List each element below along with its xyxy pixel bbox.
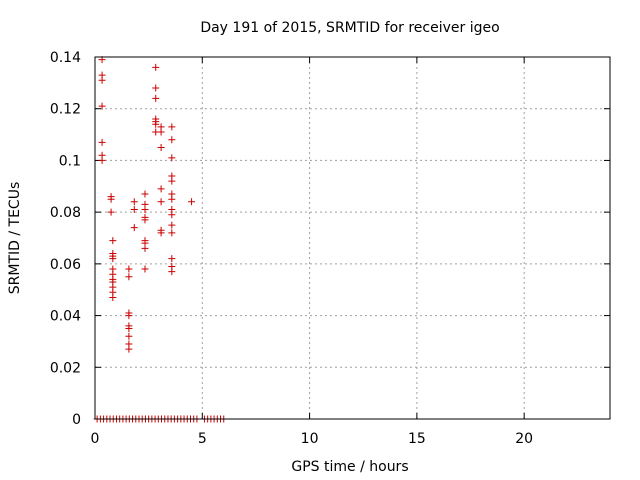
data-point xyxy=(141,206,149,214)
data-point xyxy=(107,208,115,216)
data-point xyxy=(130,206,138,214)
data-point xyxy=(152,84,160,92)
grid-lines xyxy=(95,57,610,419)
data-point xyxy=(125,332,133,340)
data-point xyxy=(168,154,176,162)
x-tick-label: 20 xyxy=(515,431,533,447)
data-point xyxy=(98,102,106,110)
data-point xyxy=(157,185,165,193)
data-point xyxy=(168,221,176,229)
data-point xyxy=(130,198,138,206)
y-tick-label: 0 xyxy=(72,412,81,428)
data-point xyxy=(141,216,149,224)
x-tick-label: 10 xyxy=(301,431,319,447)
data-point xyxy=(157,128,165,136)
data-point xyxy=(168,255,176,263)
data-point xyxy=(152,120,160,128)
data-point xyxy=(98,138,106,146)
data-point xyxy=(168,123,176,131)
data-point xyxy=(98,76,106,84)
data-point xyxy=(168,177,176,185)
data-point xyxy=(168,268,176,276)
data-point xyxy=(157,229,165,237)
data-point xyxy=(152,94,160,102)
y-tick-label: 0.04 xyxy=(50,309,81,325)
data-point xyxy=(157,144,165,151)
data-point xyxy=(109,255,117,263)
data-point xyxy=(141,265,149,273)
data-point xyxy=(125,312,133,320)
data-point xyxy=(168,211,176,219)
y-tick-label: 0.02 xyxy=(50,360,81,376)
plot-frame xyxy=(94,56,611,420)
x-tick-label: 0 xyxy=(91,431,100,447)
tick-labels: 0 5 10 15 20 0 0.02 0.04 0.06 0.08 0.1 0.12 0.14 xyxy=(50,50,533,447)
x-tick-label: 15 xyxy=(408,431,426,447)
data-point xyxy=(168,136,176,144)
data-point xyxy=(188,198,196,206)
y-axis-title: SRMTID / TECUs xyxy=(7,182,23,295)
data-point xyxy=(107,195,115,203)
data-point xyxy=(98,156,106,164)
axis-ticks xyxy=(94,56,610,420)
y-tick-label: 0.06 xyxy=(50,257,81,273)
data-point xyxy=(141,190,149,198)
data-point xyxy=(130,224,138,232)
data-point xyxy=(152,63,160,71)
x-tick-label: 5 xyxy=(198,431,207,447)
chart-title: Day 191 of 2015, SRMTID for receiver ige… xyxy=(200,20,499,36)
data-point xyxy=(141,244,149,252)
y-tick-label: 0.1 xyxy=(59,153,81,169)
data-point xyxy=(157,198,165,206)
data-point xyxy=(125,265,133,273)
y-tick-label: 0.14 xyxy=(50,50,81,66)
data-point xyxy=(168,229,176,237)
data-point xyxy=(125,273,133,281)
x-axis-title: GPS time / hours xyxy=(291,459,408,475)
data-point xyxy=(168,195,176,203)
data-point xyxy=(109,237,117,245)
y-tick-label: 0.08 xyxy=(50,205,81,221)
data-point xyxy=(125,325,133,332)
data-point xyxy=(125,345,133,353)
data-point xyxy=(109,293,117,301)
y-tick-label: 0.12 xyxy=(50,102,81,118)
